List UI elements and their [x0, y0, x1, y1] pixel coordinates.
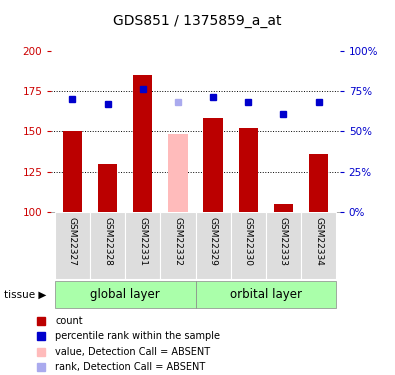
Bar [274, 204, 293, 212]
Bar [160, 212, 196, 279]
Bar [203, 118, 223, 212]
Text: orbital layer: orbital layer [230, 288, 302, 301]
Bar [90, 212, 125, 279]
Bar [309, 154, 328, 212]
Text: GSM22328: GSM22328 [103, 217, 112, 266]
Bar [231, 212, 266, 279]
Bar [125, 212, 160, 279]
Bar [301, 212, 336, 279]
Text: rank, Detection Call = ABSENT: rank, Detection Call = ABSENT [55, 362, 205, 372]
Text: GSM22331: GSM22331 [138, 217, 147, 266]
Bar [266, 212, 301, 279]
Bar [55, 212, 90, 279]
Bar [239, 128, 258, 212]
Text: value, Detection Call = ABSENT: value, Detection Call = ABSENT [55, 347, 210, 357]
Bar [98, 164, 117, 212]
Text: tissue ▶: tissue ▶ [4, 290, 46, 299]
Bar [168, 135, 188, 212]
Bar [133, 75, 152, 212]
Bar [55, 281, 196, 308]
Bar [196, 281, 336, 308]
Bar [63, 131, 82, 212]
Text: GSM22333: GSM22333 [279, 217, 288, 266]
Text: GSM22329: GSM22329 [209, 217, 218, 266]
Text: GSM22327: GSM22327 [68, 217, 77, 266]
Text: percentile rank within the sample: percentile rank within the sample [55, 332, 220, 341]
Text: GSM22334: GSM22334 [314, 217, 323, 266]
Bar [196, 212, 231, 279]
Text: count: count [55, 316, 83, 326]
Text: GDS851 / 1375859_a_at: GDS851 / 1375859_a_at [113, 13, 282, 28]
Text: global layer: global layer [90, 288, 160, 301]
Text: GSM22332: GSM22332 [173, 217, 182, 266]
Text: GSM22330: GSM22330 [244, 217, 253, 266]
